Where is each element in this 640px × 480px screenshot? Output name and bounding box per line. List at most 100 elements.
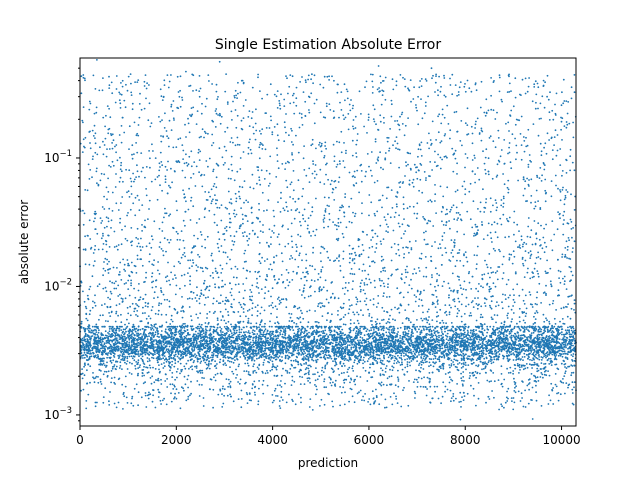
data-point	[547, 325, 550, 328]
data-point	[225, 364, 228, 367]
data-point	[315, 350, 318, 352]
data-point	[226, 207, 229, 210]
data-point	[527, 85, 530, 88]
data-point	[290, 235, 293, 238]
data-point	[180, 370, 183, 373]
data-point	[263, 359, 266, 361]
data-point	[99, 217, 102, 220]
data-point	[520, 158, 523, 161]
data-point	[107, 352, 110, 354]
data-point	[399, 364, 402, 366]
data-point	[148, 358, 151, 360]
data-point	[455, 110, 458, 113]
data-point	[199, 150, 202, 153]
data-point	[401, 111, 404, 114]
data-point	[456, 130, 459, 133]
data-point	[190, 165, 193, 168]
data-point	[308, 406, 311, 408]
data-point	[222, 251, 225, 254]
data-point	[402, 333, 405, 336]
data-point	[513, 255, 516, 258]
data-point	[148, 150, 151, 152]
data-point	[295, 104, 298, 107]
data-point	[452, 290, 455, 293]
data-point	[512, 408, 515, 411]
data-point	[328, 75, 330, 78]
data-point	[264, 286, 267, 288]
data-point	[357, 352, 360, 354]
data-point	[526, 271, 529, 274]
data-point	[137, 372, 140, 375]
data-point	[100, 237, 103, 240]
data-point	[323, 217, 326, 220]
data-point	[355, 330, 358, 333]
data-point	[393, 392, 395, 395]
data-point	[496, 163, 499, 166]
data-point	[517, 326, 520, 328]
data-point	[107, 217, 110, 220]
data-point	[425, 394, 428, 397]
data-point	[86, 189, 89, 192]
data-point	[553, 233, 556, 236]
data-point	[529, 334, 531, 336]
data-point	[376, 210, 379, 213]
data-point	[533, 220, 536, 222]
data-point	[205, 199, 208, 201]
data-point	[273, 215, 275, 218]
data-point	[512, 372, 514, 375]
data-point	[355, 296, 357, 299]
data-point	[163, 237, 166, 240]
data-point	[569, 169, 571, 172]
data-point	[450, 363, 453, 365]
data-point	[391, 369, 394, 372]
data-point	[464, 188, 467, 191]
data-point	[526, 384, 529, 387]
data-point	[545, 284, 547, 287]
data-point	[520, 144, 523, 147]
data-point	[405, 165, 408, 167]
data-point	[204, 288, 207, 291]
data-point	[158, 304, 160, 307]
data-point	[535, 296, 538, 299]
data-point	[375, 162, 378, 164]
data-point	[124, 106, 127, 109]
data-point	[526, 144, 529, 147]
data-point	[217, 344, 220, 347]
data-point	[120, 170, 123, 173]
data-point	[450, 397, 453, 399]
data-point	[298, 112, 301, 115]
data-point	[427, 346, 429, 348]
data-point	[446, 388, 449, 391]
data-point	[190, 251, 193, 253]
data-point	[230, 155, 233, 158]
data-point	[535, 347, 538, 350]
data-point	[272, 353, 274, 355]
data-point	[527, 383, 530, 385]
data-point	[195, 269, 198, 272]
data-point	[513, 233, 515, 236]
data-point	[498, 90, 501, 93]
data-point	[106, 356, 108, 359]
data-point	[245, 325, 248, 328]
data-point	[288, 393, 290, 396]
data-point	[124, 361, 126, 364]
data-point	[486, 325, 489, 328]
data-point	[94, 142, 97, 145]
data-point	[459, 325, 462, 328]
data-point	[118, 99, 121, 102]
data-point	[225, 262, 228, 265]
data-point	[349, 109, 352, 112]
data-point	[540, 328, 543, 331]
data-point	[523, 356, 526, 358]
data-point	[181, 144, 184, 147]
data-point	[109, 391, 111, 393]
data-point	[329, 382, 332, 384]
data-point	[434, 193, 437, 196]
data-point	[187, 122, 190, 125]
data-point	[204, 344, 207, 347]
data-point	[406, 271, 409, 274]
data-point	[355, 303, 358, 306]
data-point	[191, 368, 194, 371]
data-point	[140, 152, 143, 155]
data-point	[343, 293, 346, 295]
